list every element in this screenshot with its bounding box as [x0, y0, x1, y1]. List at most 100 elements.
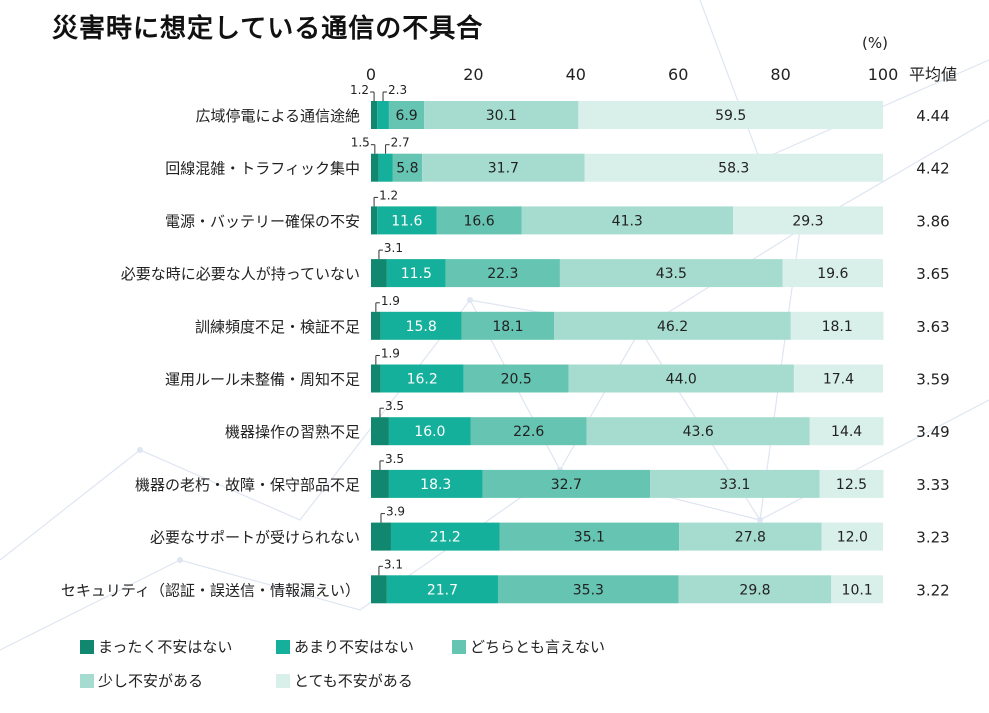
bar-segment — [422, 153, 585, 182]
legend-label: あまり不安はない — [294, 638, 415, 656]
legend-label: とても不安がある — [294, 672, 413, 690]
bar-segment — [678, 575, 832, 604]
data-label: 27.8 — [735, 530, 766, 546]
bar-segment — [371, 259, 387, 288]
bar-segment — [470, 417, 587, 446]
data-label: 11.5 — [401, 266, 432, 282]
average-value: 3.65 — [916, 265, 949, 283]
bar-segment — [821, 522, 883, 551]
data-label: 18.3 — [420, 477, 451, 493]
bar-segment — [377, 206, 437, 235]
bar-segment — [390, 522, 500, 551]
bar-segment — [388, 417, 471, 446]
legend-item: とても不安がある — [276, 670, 413, 691]
data-label: 35.1 — [574, 530, 605, 546]
average-value: 4.42 — [916, 160, 949, 178]
data-label: 29.3 — [792, 213, 823, 229]
bar-segment — [782, 259, 883, 288]
bar-segment — [378, 153, 393, 182]
category-label: 機器の老朽・故障・保守部品不足 — [135, 476, 360, 494]
data-label: 12.0 — [837, 530, 868, 546]
legend-swatch — [276, 673, 290, 688]
data-label-small: 1.2 — [350, 83, 369, 97]
bar-segment — [392, 153, 423, 182]
bar-segment — [482, 469, 651, 498]
bar-segment — [371, 522, 391, 551]
bar-segment — [819, 469, 884, 498]
bar-segment — [388, 469, 483, 498]
bar-segment — [586, 417, 810, 446]
bar-segment — [377, 101, 389, 129]
bar-segment — [371, 153, 379, 182]
legend-item: どちらとも言えない — [452, 636, 605, 657]
data-label: 18.1 — [822, 319, 853, 335]
chart-title: 災害時に想定している通信の不具合 — [52, 14, 484, 44]
legend-swatch — [80, 639, 94, 654]
data-label: 21.2 — [430, 530, 461, 546]
category-label: セキュリティ（認証・誤送信・情報漏えい） — [61, 581, 360, 599]
data-label: 46.2 — [657, 319, 688, 335]
average-value: 3.49 — [916, 423, 949, 441]
category-label: 電源・バッテリー確保の不安 — [165, 212, 360, 230]
bar-segment — [436, 206, 522, 235]
bar-segment — [497, 575, 679, 604]
bar-segment — [790, 311, 884, 340]
bar-segment — [380, 364, 464, 393]
x-tick-label: 100 — [868, 65, 899, 84]
data-label-small: 3.9 — [386, 505, 405, 519]
x-tick-label: 20 — [463, 65, 483, 84]
data-label: 19.6 — [817, 266, 848, 282]
data-label: 15.8 — [406, 319, 437, 335]
bar-segment — [499, 522, 680, 551]
data-label: 17.4 — [823, 372, 854, 388]
data-label: 22.3 — [487, 266, 518, 282]
data-label: 10.1 — [842, 582, 873, 598]
bar-segment — [584, 153, 883, 182]
data-label: 44.0 — [666, 372, 697, 388]
average-value: 3.63 — [916, 318, 949, 336]
category-label: 広域停電による通信途絶 — [195, 107, 360, 125]
bar-segment — [386, 259, 446, 288]
data-label: 6.9 — [395, 108, 417, 124]
bar-segment — [371, 364, 381, 393]
x-tick-label: 80 — [770, 65, 790, 84]
category-label: 訓練頻度不足・検証不足 — [195, 318, 360, 336]
bar-segment — [371, 101, 378, 129]
data-label-small: 3.1 — [384, 557, 403, 571]
legend-item: 少し不安がある — [80, 670, 203, 691]
bar-segment — [424, 101, 579, 129]
bar-segment — [445, 259, 560, 288]
x-tick-label: 40 — [566, 65, 586, 84]
data-label-small: 1.5 — [351, 136, 370, 150]
category-label: 必要なサポートが受けられない — [150, 529, 360, 547]
bar-segment — [732, 206, 883, 235]
unit-label: (%) — [862, 34, 888, 52]
bar-segment — [793, 364, 883, 393]
data-label: 21.7 — [427, 582, 458, 598]
bar-segment — [650, 469, 820, 498]
bar-segment — [554, 311, 791, 340]
data-label: 35.3 — [573, 582, 604, 598]
data-label-small: 3.1 — [384, 241, 403, 255]
bar-segment — [568, 364, 794, 393]
bar-segment — [831, 575, 883, 604]
data-label-small: 3.5 — [385, 452, 404, 466]
bar-segment — [809, 417, 884, 446]
bar-segment — [371, 575, 387, 604]
bar-segment — [463, 364, 569, 393]
bar-segment — [386, 575, 498, 604]
data-label: 58.3 — [718, 161, 749, 177]
bar-segment — [371, 469, 389, 498]
bar-segment — [371, 206, 378, 235]
bar-segment — [380, 311, 462, 340]
bar-segment — [388, 101, 425, 129]
bar-segment — [461, 311, 555, 340]
data-label: 16.6 — [463, 213, 494, 229]
legend-item: まったく不安はない — [80, 636, 232, 657]
data-label: 32.7 — [551, 477, 582, 493]
legend-label: どちらとも言えない — [470, 638, 606, 656]
x-tick-label: 60 — [668, 65, 688, 84]
bar-segment — [559, 259, 783, 288]
data-label-small: 1.9 — [381, 347, 400, 361]
data-label-small: 2.7 — [391, 136, 410, 150]
